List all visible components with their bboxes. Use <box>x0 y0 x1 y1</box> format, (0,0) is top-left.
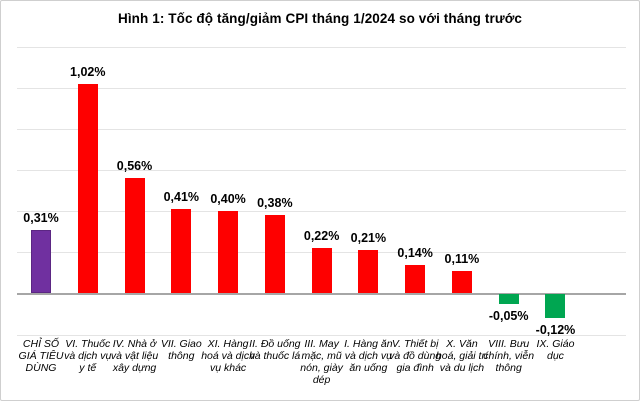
category-label: IX. Giáo dục <box>536 338 575 362</box>
chart-bar <box>218 211 239 294</box>
gridline <box>17 87 626 89</box>
chart-bar <box>451 270 472 294</box>
x-axis-line <box>17 292 626 295</box>
value-label: -0,05% <box>488 308 529 323</box>
chart-bar <box>264 215 285 294</box>
gridline <box>17 128 626 130</box>
value-label: 1,02% <box>70 64 106 79</box>
chart-bar <box>311 248 332 294</box>
value-label: -0,12% <box>535 323 576 338</box>
gridline <box>17 211 626 213</box>
category-label: VI. Thuốc và dịch vụ y tế <box>64 338 112 374</box>
chart-bar <box>358 250 379 294</box>
chart-bar <box>545 293 566 319</box>
chart-bar <box>124 178 145 294</box>
category-label: V. Thiết bị và đồ dùng gia đình <box>389 338 442 374</box>
value-label: 0,11% <box>444 251 480 266</box>
category-label: CHỈ SỐ GIÁ TIÊU DÙNG <box>18 338 64 374</box>
value-label: 0,21% <box>350 231 387 246</box>
gridline <box>17 334 626 336</box>
gridline <box>17 170 626 172</box>
chart-bar <box>498 293 519 304</box>
category-label: X. Văn hoá, giải trí và du lịch <box>435 338 488 374</box>
value-label: 0,14% <box>397 245 433 260</box>
category-label: XI. Hàng hoá và dịch vụ khác <box>201 338 255 374</box>
value-label: 0,40% <box>210 192 246 207</box>
value-label: 0,31% <box>23 210 59 225</box>
value-label: 0,56% <box>116 159 153 174</box>
value-label: 0,41% <box>163 190 200 205</box>
category-label: VIII. Bưu chính, viễn thông <box>483 338 535 374</box>
chart-bar <box>171 209 192 294</box>
category-label: IV. Nhà ở và vật liệu xây dựng <box>110 338 159 374</box>
category-label: I. Hàng ăn và dịch vụ ăn uống <box>344 338 393 374</box>
chart-title: Hình 1: Tốc độ tăng/giảm CPI tháng 1/202… <box>117 11 523 26</box>
value-label: 0,22% <box>303 229 340 244</box>
chart-bar <box>31 229 51 294</box>
chart-bar <box>405 264 426 294</box>
category-label: II. Đồ uống và thuốc lá <box>249 338 301 362</box>
value-label: 0,38% <box>257 196 293 211</box>
chart-bar <box>77 83 98 294</box>
category-label: III. May mặc, mũ nón, giày dép <box>300 338 343 386</box>
gridline <box>17 46 626 48</box>
category-label: VII. Giao thông <box>160 338 202 362</box>
